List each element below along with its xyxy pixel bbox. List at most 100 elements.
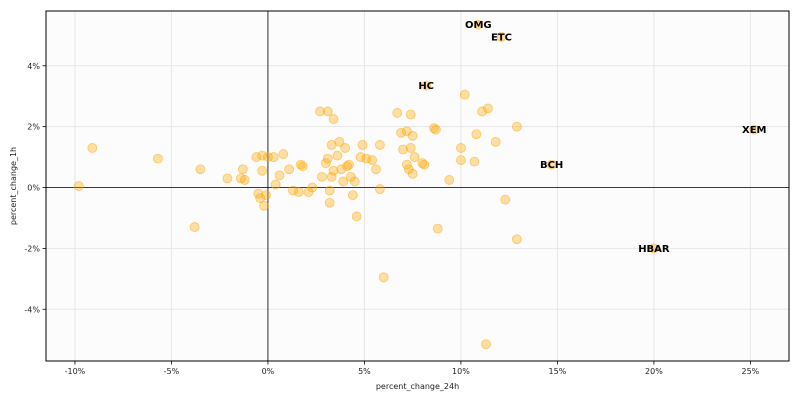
data-point (405, 143, 416, 153)
x-tick-label: -10% (65, 367, 86, 376)
data-point (334, 136, 345, 147)
data-point (259, 200, 269, 211)
data-point (270, 179, 281, 190)
data-point (419, 159, 430, 170)
plot-background (46, 11, 789, 361)
data-point (396, 127, 406, 138)
data-point (511, 234, 522, 245)
data-point (278, 149, 289, 159)
data-point (239, 175, 250, 185)
data-point (284, 164, 295, 175)
x-tick-label: 20% (645, 367, 663, 376)
data-point (456, 143, 466, 153)
data-point (328, 165, 339, 176)
data-point (293, 187, 304, 197)
x-tick-label: 25% (742, 367, 760, 376)
data-point (338, 176, 349, 187)
data-point (257, 165, 268, 176)
x-axis-label: percent_change_24h (376, 382, 459, 391)
data-point (237, 164, 248, 175)
y-tick-label: -2% (24, 244, 40, 253)
annotated-point (546, 159, 557, 170)
annotated-point (473, 19, 484, 30)
data-point (374, 140, 385, 150)
x-tick-label: -5% (164, 367, 180, 376)
data-point (409, 152, 420, 162)
data-point (490, 136, 501, 147)
annotation-label: HC (418, 81, 434, 92)
data-point (500, 194, 511, 205)
annotation-label: BCH (540, 160, 563, 171)
data-point (477, 106, 488, 117)
data-point (328, 114, 339, 124)
annotation-label: OMG (465, 20, 492, 31)
data-point (456, 155, 466, 166)
data-point (261, 190, 271, 201)
data-point (367, 155, 378, 166)
data-point (317, 171, 327, 182)
zero-lines (46, 11, 789, 361)
data-point (430, 124, 441, 135)
points-layer (73, 89, 522, 350)
data-point (481, 339, 491, 350)
data-point (340, 143, 351, 153)
tick-layer: -10% -5% 0% 5% 10% 15% 20% 25% -4% -2% 0% 2% 4% (24, 62, 759, 376)
data-point (153, 153, 163, 164)
x-tick-label: 15% (549, 367, 567, 376)
data-point (222, 173, 233, 184)
data-point (361, 153, 372, 164)
data-point (274, 170, 285, 181)
data-point (268, 152, 279, 162)
data-point (251, 152, 262, 162)
annotated-point (649, 243, 659, 254)
data-point (288, 185, 298, 196)
y-tick-label: 0% (27, 184, 40, 193)
annotated-point (749, 124, 760, 135)
y-tick-label: 4% (27, 62, 40, 71)
data-point (326, 171, 337, 182)
data-point (371, 164, 381, 175)
data-point (483, 103, 493, 114)
data-point (255, 193, 266, 204)
data-point (344, 159, 354, 170)
y-tick-label: -4% (24, 305, 40, 314)
data-point (407, 130, 418, 141)
data-point (324, 185, 335, 196)
y-axis-label: percent_change_1h (9, 147, 18, 225)
data-point (355, 152, 366, 162)
data-point (322, 106, 333, 117)
data-point (322, 153, 333, 164)
data-point (324, 197, 335, 208)
data-point (444, 175, 455, 185)
data-point (351, 211, 362, 222)
y-tick-label: 2% (27, 123, 40, 132)
annotated-point (421, 80, 432, 91)
data-point (405, 109, 416, 120)
annotation-label: HBAR (638, 244, 670, 255)
data-point (87, 143, 98, 153)
annotation-label: ETC (491, 32, 512, 43)
data-point (374, 184, 385, 194)
data-point (307, 182, 318, 193)
x-tick-label: 0% (262, 367, 275, 376)
data-point (315, 106, 325, 117)
data-point (511, 121, 522, 132)
data-point (347, 190, 358, 201)
data-point (336, 164, 347, 175)
data-point (257, 150, 268, 161)
annotation-label: XEM (742, 125, 767, 136)
data-point (471, 129, 482, 140)
data-point (332, 150, 343, 161)
data-point (195, 164, 206, 175)
plot-frame (45, 10, 790, 362)
data-point (459, 89, 470, 100)
data-point (73, 181, 84, 191)
x-tick-label: 10% (452, 367, 470, 376)
data-point (297, 161, 308, 172)
data-point (469, 156, 480, 167)
data-point (398, 144, 408, 155)
data-point (349, 176, 360, 187)
data-point (432, 223, 443, 234)
data-point (407, 168, 418, 179)
